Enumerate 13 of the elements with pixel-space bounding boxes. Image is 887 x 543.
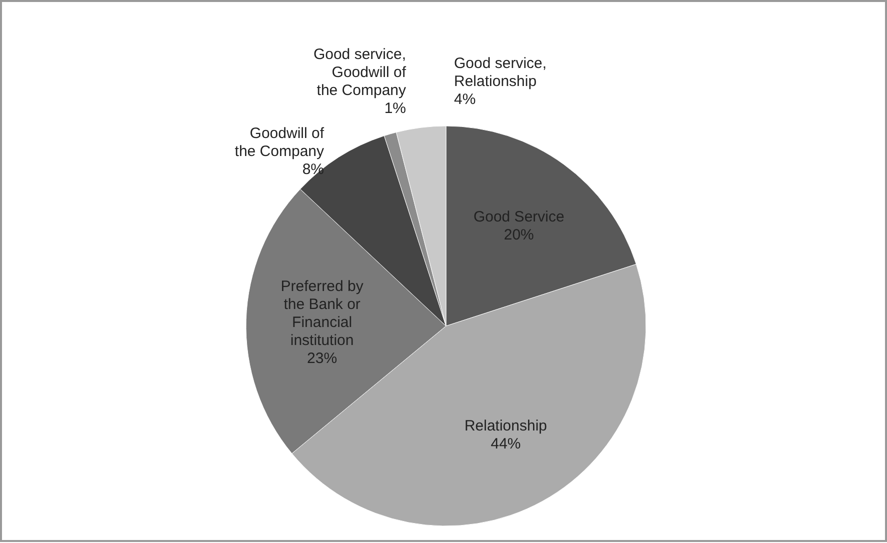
data-label: 44% — [490, 436, 521, 453]
slice-label: Goodwill of the Company — [316, 64, 407, 99]
data-label: 4% — [454, 91, 476, 108]
slice-label: Good service, Relationship — [454, 55, 547, 90]
slice-label: Goodwill of the Company — [234, 125, 325, 160]
slice-label: Good Service — [473, 208, 564, 226]
slice-label: Relationship — [464, 418, 548, 435]
data-label: 20% — [504, 226, 534, 244]
category-label: Good service, — [313, 46, 406, 63]
slice-label: Preferred by the Bank or Financial institution — [280, 278, 364, 350]
data-label: 1% — [384, 100, 406, 117]
data-label: 23% — [307, 350, 338, 368]
data-label: 8% — [302, 161, 324, 178]
